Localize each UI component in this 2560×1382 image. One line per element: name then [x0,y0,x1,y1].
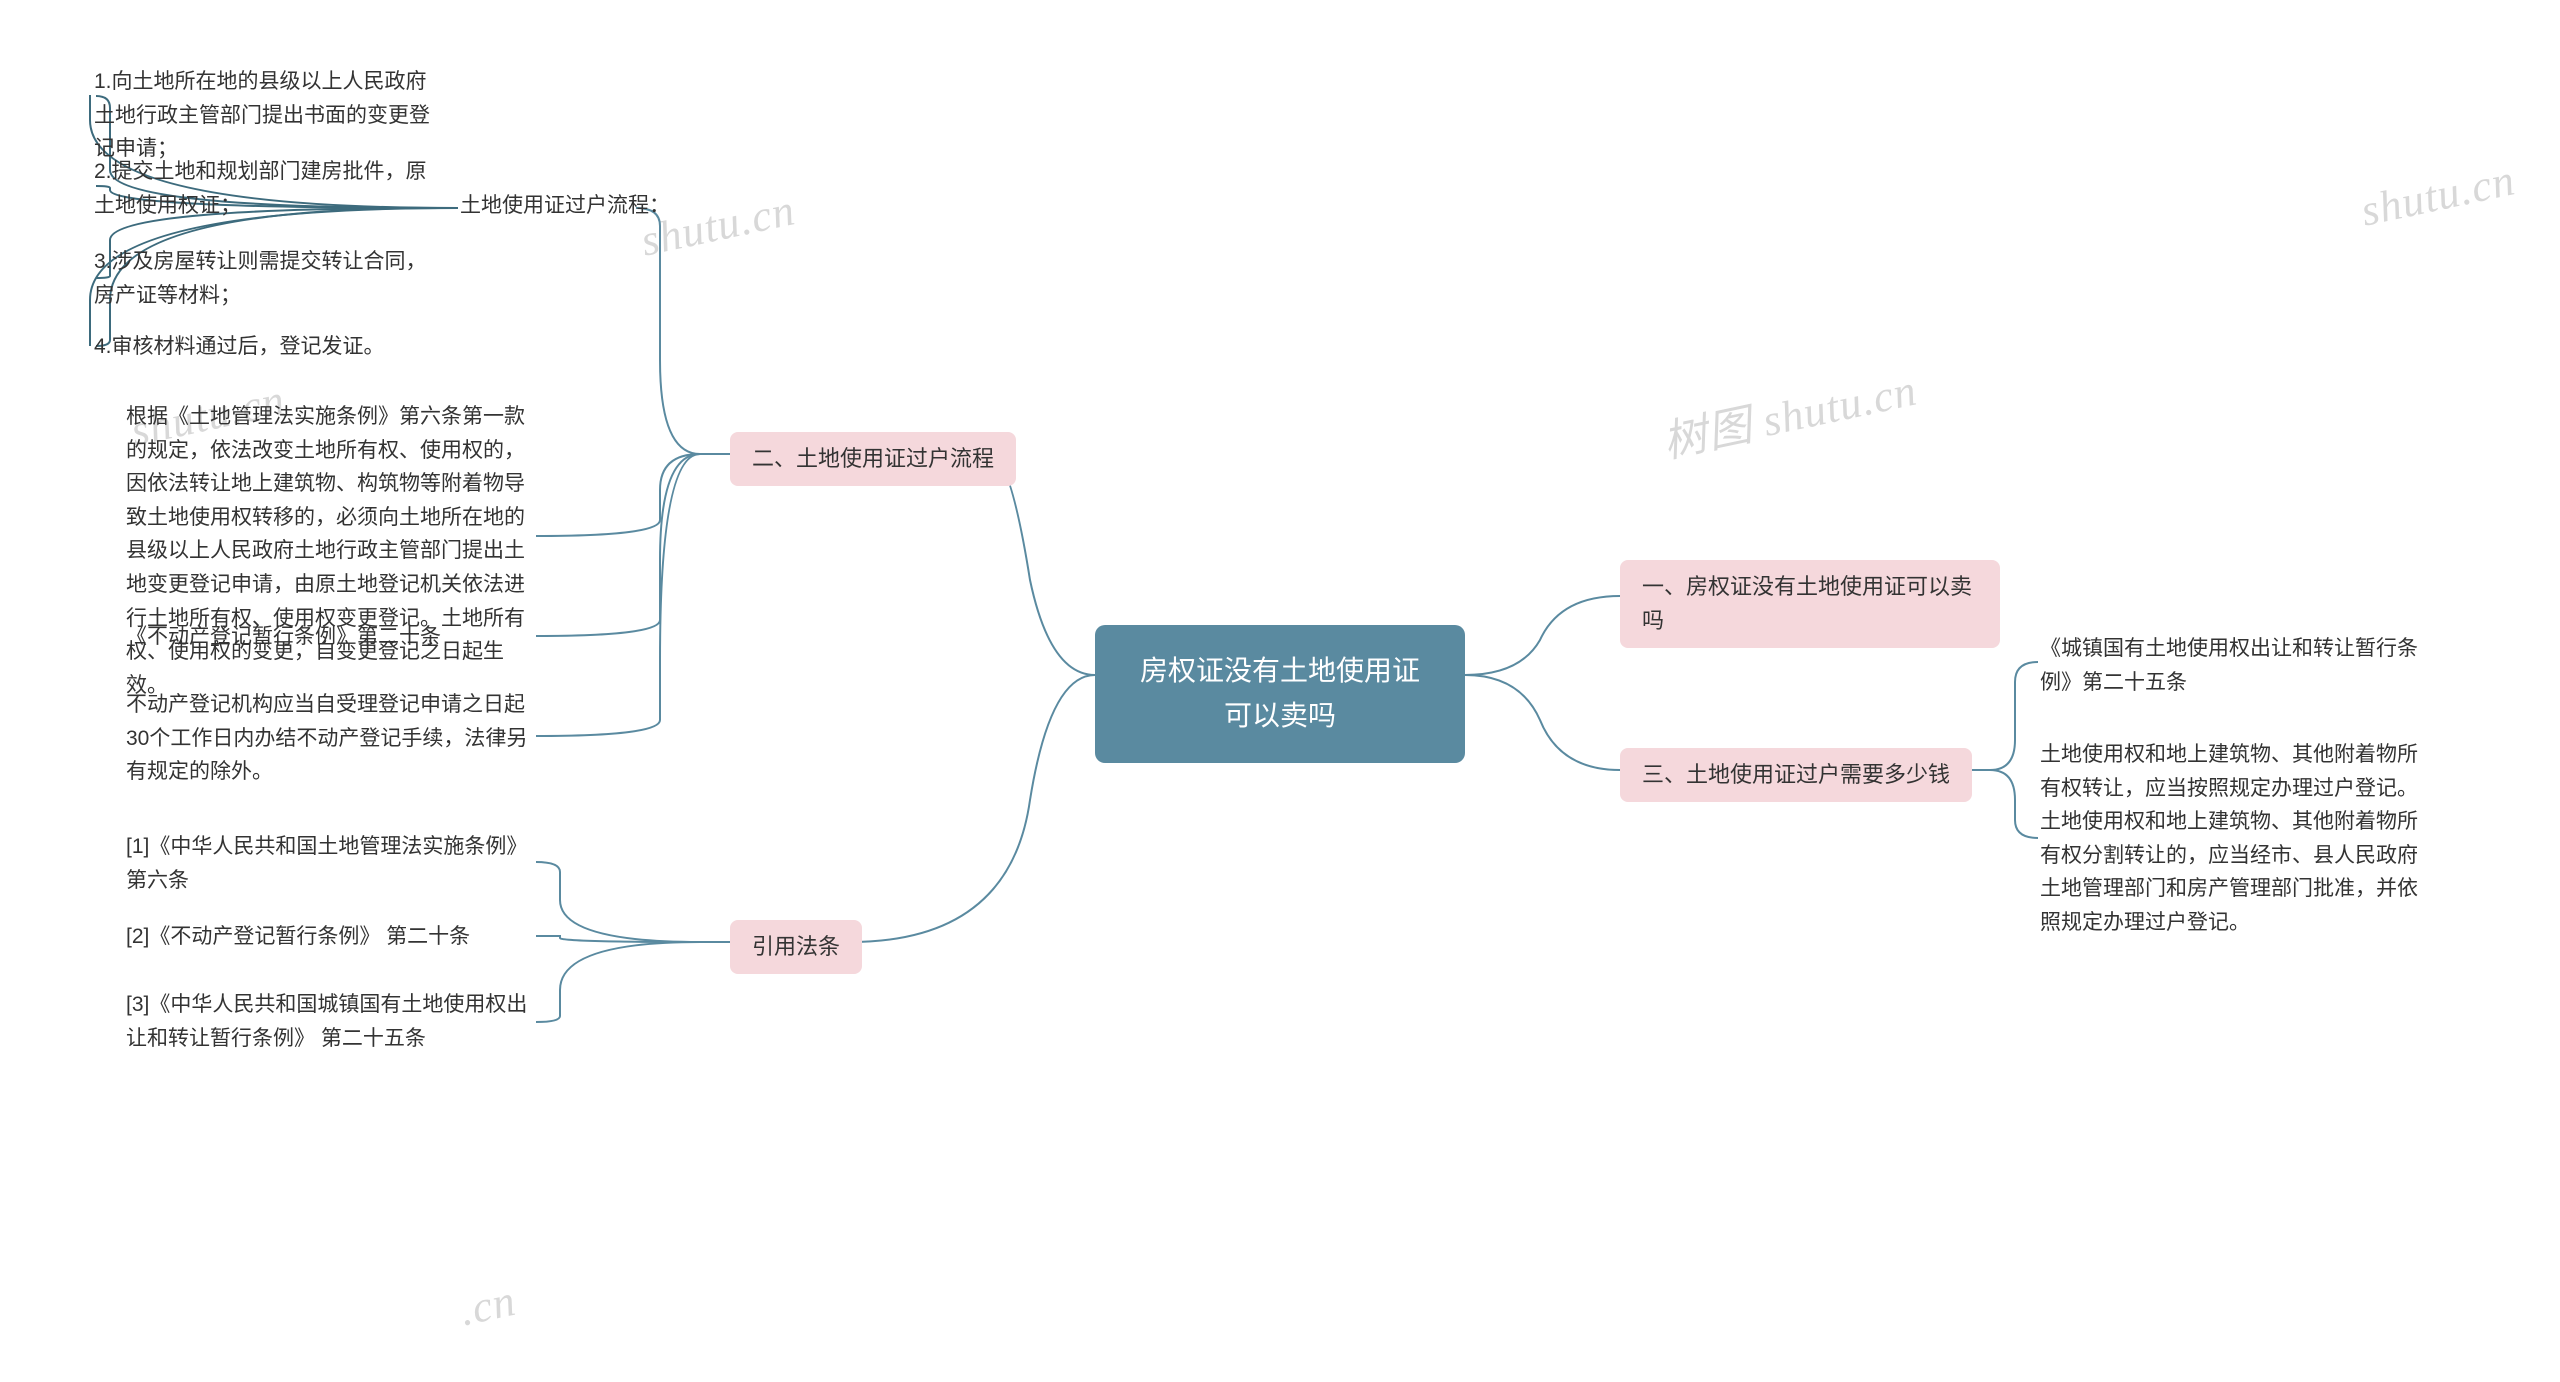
branch-ref[interactable]: 引用法条 [730,920,862,974]
leaf-l2-1: 根据《土地管理法实施条例》第六条第一款的规定，依法改变土地所有权、使用权的，因依… [126,400,536,702]
watermark: .cn [455,1275,520,1336]
branch-l2[interactable]: 二、土地使用证过户流程 [730,432,1016,486]
sublabel-l2a: 土地使用证过户流程： [460,190,670,223]
center-node[interactable]: 房权证没有土地使用证可以卖吗 [1095,625,1465,763]
branch-r3[interactable]: 三、土地使用证过户需要多少钱 [1620,748,1972,802]
watermark: 树图 shutu.cn [1656,354,1922,470]
leaf-ref-0: [1]《中华人民共和国土地管理法实施条例》第六条 [126,830,536,897]
leaf-step2: 2.提交土地和规划部门建房批件，原土地使用权证； [94,155,434,222]
leaf-step1: 1.向土地所在地的县级以上人民政府土地行政主管部门提出书面的变更登记申请； [94,65,434,166]
watermark: shutu.cn [2356,154,2519,236]
leaf-step4: 4.审核材料通过后，登记发证。 [94,330,434,364]
leaf-ref-1: [2]《不动产登记暂行条例》 第二十条 [126,920,536,954]
branch-r1[interactable]: 一、房权证没有土地使用证可以卖吗 [1620,560,2000,648]
leaf-r3-1: 土地使用权和地上建筑物、其他附着物所有权转让，应当按照规定办理过户登记。土地使用… [2040,738,2430,940]
leaf-l2-2: 《不动产登记暂行条例》第二十条 [126,620,536,654]
leaf-ref-2: [3]《中华人民共和国城镇国有土地使用权出让和转让暂行条例》 第二十五条 [126,988,536,1055]
leaf-l2-3: 不动产登记机构应当自受理登记申请之日起30个工作日内办结不动产登记手续，法律另有… [126,688,536,789]
leaf-r3-0: 《城镇国有土地使用权出让和转让暂行条例》第二十五条 [2040,632,2430,699]
leaf-step3: 3.涉及房屋转让则需提交转让合同，房产证等材料； [94,245,434,312]
